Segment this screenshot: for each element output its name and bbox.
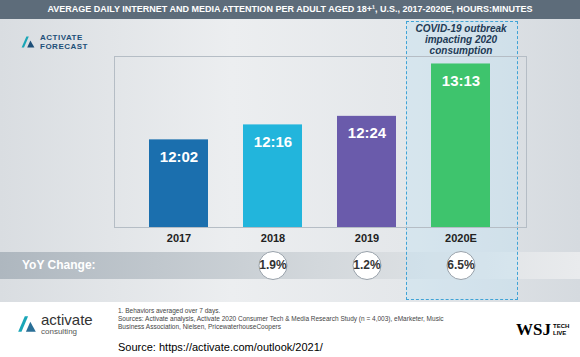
html-text:FORECAST: FORECAST	[40, 42, 88, 51]
html-text:consumption: consumption	[429, 44, 493, 56]
html-text:COVID-19 outbreak: COVID-19 outbreak	[415, 22, 507, 34]
html-text:1. Behaviors averaged over 7 d: 1. Behaviors averaged over 7 days.	[118, 307, 221, 314]
html-text:ACTIVATE: ACTIVATE	[40, 33, 83, 42]
svg-text:2017: 2017	[167, 232, 191, 244]
html-text:TECH: TECH	[553, 323, 570, 329]
html-text:consulting: consulting	[41, 327, 77, 336]
html-text:impacting 2020: impacting 2020	[424, 33, 498, 45]
svg-text:12:24: 12:24	[348, 124, 387, 141]
html-text:YoY Change:: YoY Change:	[22, 258, 96, 272]
svg-text:6.5%: 6.5%	[447, 258, 475, 272]
svg-text:1.2%: 1.2%	[353, 258, 381, 272]
svg-text:2020E: 2020E	[445, 232, 477, 244]
html-text:WSJ: WSJ	[516, 320, 551, 339]
svg-text:13:13: 13:13	[442, 72, 480, 89]
svg-text:2019: 2019	[355, 232, 379, 244]
svg-text:12:02: 12:02	[160, 148, 198, 165]
html-text:Source: https://activate.com/o: Source: https://activate.com/outlook/202…	[118, 341, 323, 353]
html-text:AVERAGE DAILY INTERNET AND MED: AVERAGE DAILY INTERNET AND MEDIA ATTENTI…	[47, 4, 533, 14]
svg-text:12:16: 12:16	[254, 133, 292, 150]
svg-text:1.9%: 1.9%	[259, 258, 287, 272]
html-text:activate: activate	[41, 311, 93, 328]
html-text:LIVE: LIVE	[553, 330, 567, 336]
svg-text:2018: 2018	[261, 232, 285, 244]
html-text:Sources: Activate analysis, Ac: Sources: Activate analysis, Activate 202…	[118, 315, 444, 330]
